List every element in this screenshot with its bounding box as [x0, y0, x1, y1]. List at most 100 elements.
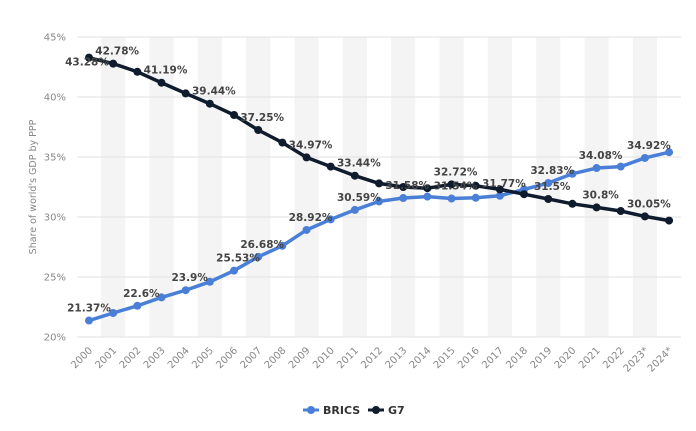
- x-tick-label: 2017: [480, 345, 506, 371]
- y-tick-label: 40%: [44, 93, 66, 104]
- data-point-g7: [495, 185, 504, 194]
- x-tick-label: 2013: [384, 345, 410, 371]
- legend-marker-brics: [307, 406, 315, 414]
- x-tick-label: 2010: [311, 345, 337, 371]
- data-point-brics: [665, 148, 674, 157]
- legend-item-brics[interactable]: BRICS: [303, 404, 360, 417]
- data-point-brics: [157, 293, 166, 302]
- data-label-g7: 43.28%: [65, 57, 109, 69]
- data-label-brics: 28.92%: [289, 212, 333, 224]
- x-tick-label: 2015: [432, 345, 458, 371]
- data-point-brics: [544, 179, 553, 188]
- column-band: [101, 37, 126, 337]
- y-tick-label: 35%: [44, 153, 66, 164]
- data-point-g7: [423, 184, 432, 193]
- x-tick-label: 2011: [335, 345, 361, 371]
- data-point-g7: [350, 171, 359, 180]
- data-point-brics: [205, 277, 214, 286]
- data-point-g7: [230, 111, 239, 119]
- data-label-g7: 34.97%: [289, 139, 333, 151]
- data-label-brics: 26.68%: [240, 239, 284, 251]
- data-point-brics: [616, 162, 625, 171]
- x-tick-label: 2002: [118, 345, 144, 371]
- data-point-g7: [447, 180, 456, 189]
- x-tick-label: 2003: [142, 345, 168, 371]
- y-tick-label: 30%: [44, 213, 66, 224]
- data-point-g7: [544, 195, 553, 203]
- data-label-brics: 21.37%: [67, 303, 111, 315]
- data-point-brics: [326, 215, 335, 224]
- data-point-brics: [230, 266, 239, 275]
- data-point-brics: [399, 194, 408, 203]
- data-point-g7: [399, 183, 408, 191]
- data-label-g7: 37.25%: [240, 112, 284, 124]
- x-tick-label: 2016: [456, 345, 482, 371]
- x-tick-label: 2023*: [622, 345, 651, 374]
- x-tick-label: 2009: [287, 345, 313, 371]
- data-label-brics: 34.08%: [579, 150, 623, 162]
- data-point-g7: [640, 212, 649, 221]
- data-point-brics: [254, 252, 263, 261]
- y-tick-label: 25%: [44, 273, 66, 284]
- data-point-g7: [181, 89, 190, 98]
- data-point-brics: [447, 194, 456, 203]
- data-point-brics: [471, 193, 480, 202]
- x-ticks: 2000200120022003200420052006200720082009…: [69, 345, 675, 374]
- data-label-g7: 42.78%: [95, 46, 139, 58]
- data-label-brics: 30.59%: [337, 192, 381, 204]
- column-band: [342, 37, 367, 337]
- data-label-brics: 23.9%: [171, 272, 208, 284]
- data-label-g7: 30.8%: [582, 189, 619, 201]
- column-band: [294, 37, 319, 337]
- data-point-g7: [471, 181, 480, 190]
- x-tick-label: 2019: [529, 345, 555, 371]
- data-point-brics: [133, 301, 142, 310]
- data-label-brics: 31.77%: [482, 178, 526, 190]
- x-tick-label: 2006: [214, 345, 240, 371]
- data-point-brics: [568, 169, 577, 178]
- legend[interactable]: BRICS G7: [303, 404, 405, 417]
- data-point-g7: [568, 199, 577, 208]
- data-labels: 21.37% 22.6% 23.9% 25.53% 26.68% 28.92% 30.59%…: [65, 46, 671, 315]
- x-tick-label: 2000: [69, 345, 95, 371]
- data-point-g7: [592, 203, 601, 212]
- data-label-brics: 32.83%: [530, 165, 574, 177]
- x-tick-label: 2020: [553, 345, 579, 371]
- data-label-brics: 34.92%: [627, 140, 671, 152]
- data-point-brics: [85, 316, 93, 325]
- data-point-g7: [254, 126, 263, 134]
- x-tick-label: 2014: [408, 345, 434, 371]
- x-tick-label: 2012: [359, 345, 385, 371]
- data-point-brics: [640, 153, 649, 162]
- series-line-brics: [88, 150, 670, 323]
- data-point-brics: [181, 286, 190, 295]
- x-tick-label: 2005: [190, 345, 216, 371]
- data-label-brics: 31.54%: [434, 181, 478, 193]
- x-tick-label: 2004: [166, 345, 192, 371]
- column-band: [197, 37, 222, 337]
- data-label-g7: 39.44%: [192, 86, 236, 98]
- data-point-g7: [109, 59, 118, 68]
- gridlines: [77, 36, 681, 338]
- series-lines: [85, 53, 674, 325]
- column-band: [632, 37, 657, 337]
- data-point-g7: [665, 216, 674, 225]
- x-tick-label: 2024*: [646, 345, 675, 374]
- y-tick-label: 45%: [44, 33, 66, 44]
- data-point-brics: [302, 225, 311, 234]
- data-label-g7: 33.44%: [337, 158, 381, 170]
- x-tick-label: 2001: [94, 345, 120, 371]
- data-point-brics: [375, 197, 384, 206]
- data-point-g7: [302, 153, 311, 162]
- column-band: [584, 37, 609, 337]
- y-tick-label: 20%: [44, 333, 66, 344]
- legend-label-g7: G7: [388, 404, 405, 417]
- data-point-brics: [423, 192, 432, 201]
- legend-item-g7[interactable]: G7: [368, 404, 405, 417]
- data-point-g7: [133, 67, 142, 76]
- data-point-g7: [616, 207, 625, 215]
- data-label-g7: 41.19%: [144, 65, 188, 77]
- data-point-g7: [520, 190, 529, 199]
- data-label-g7: 31.5%: [534, 181, 571, 193]
